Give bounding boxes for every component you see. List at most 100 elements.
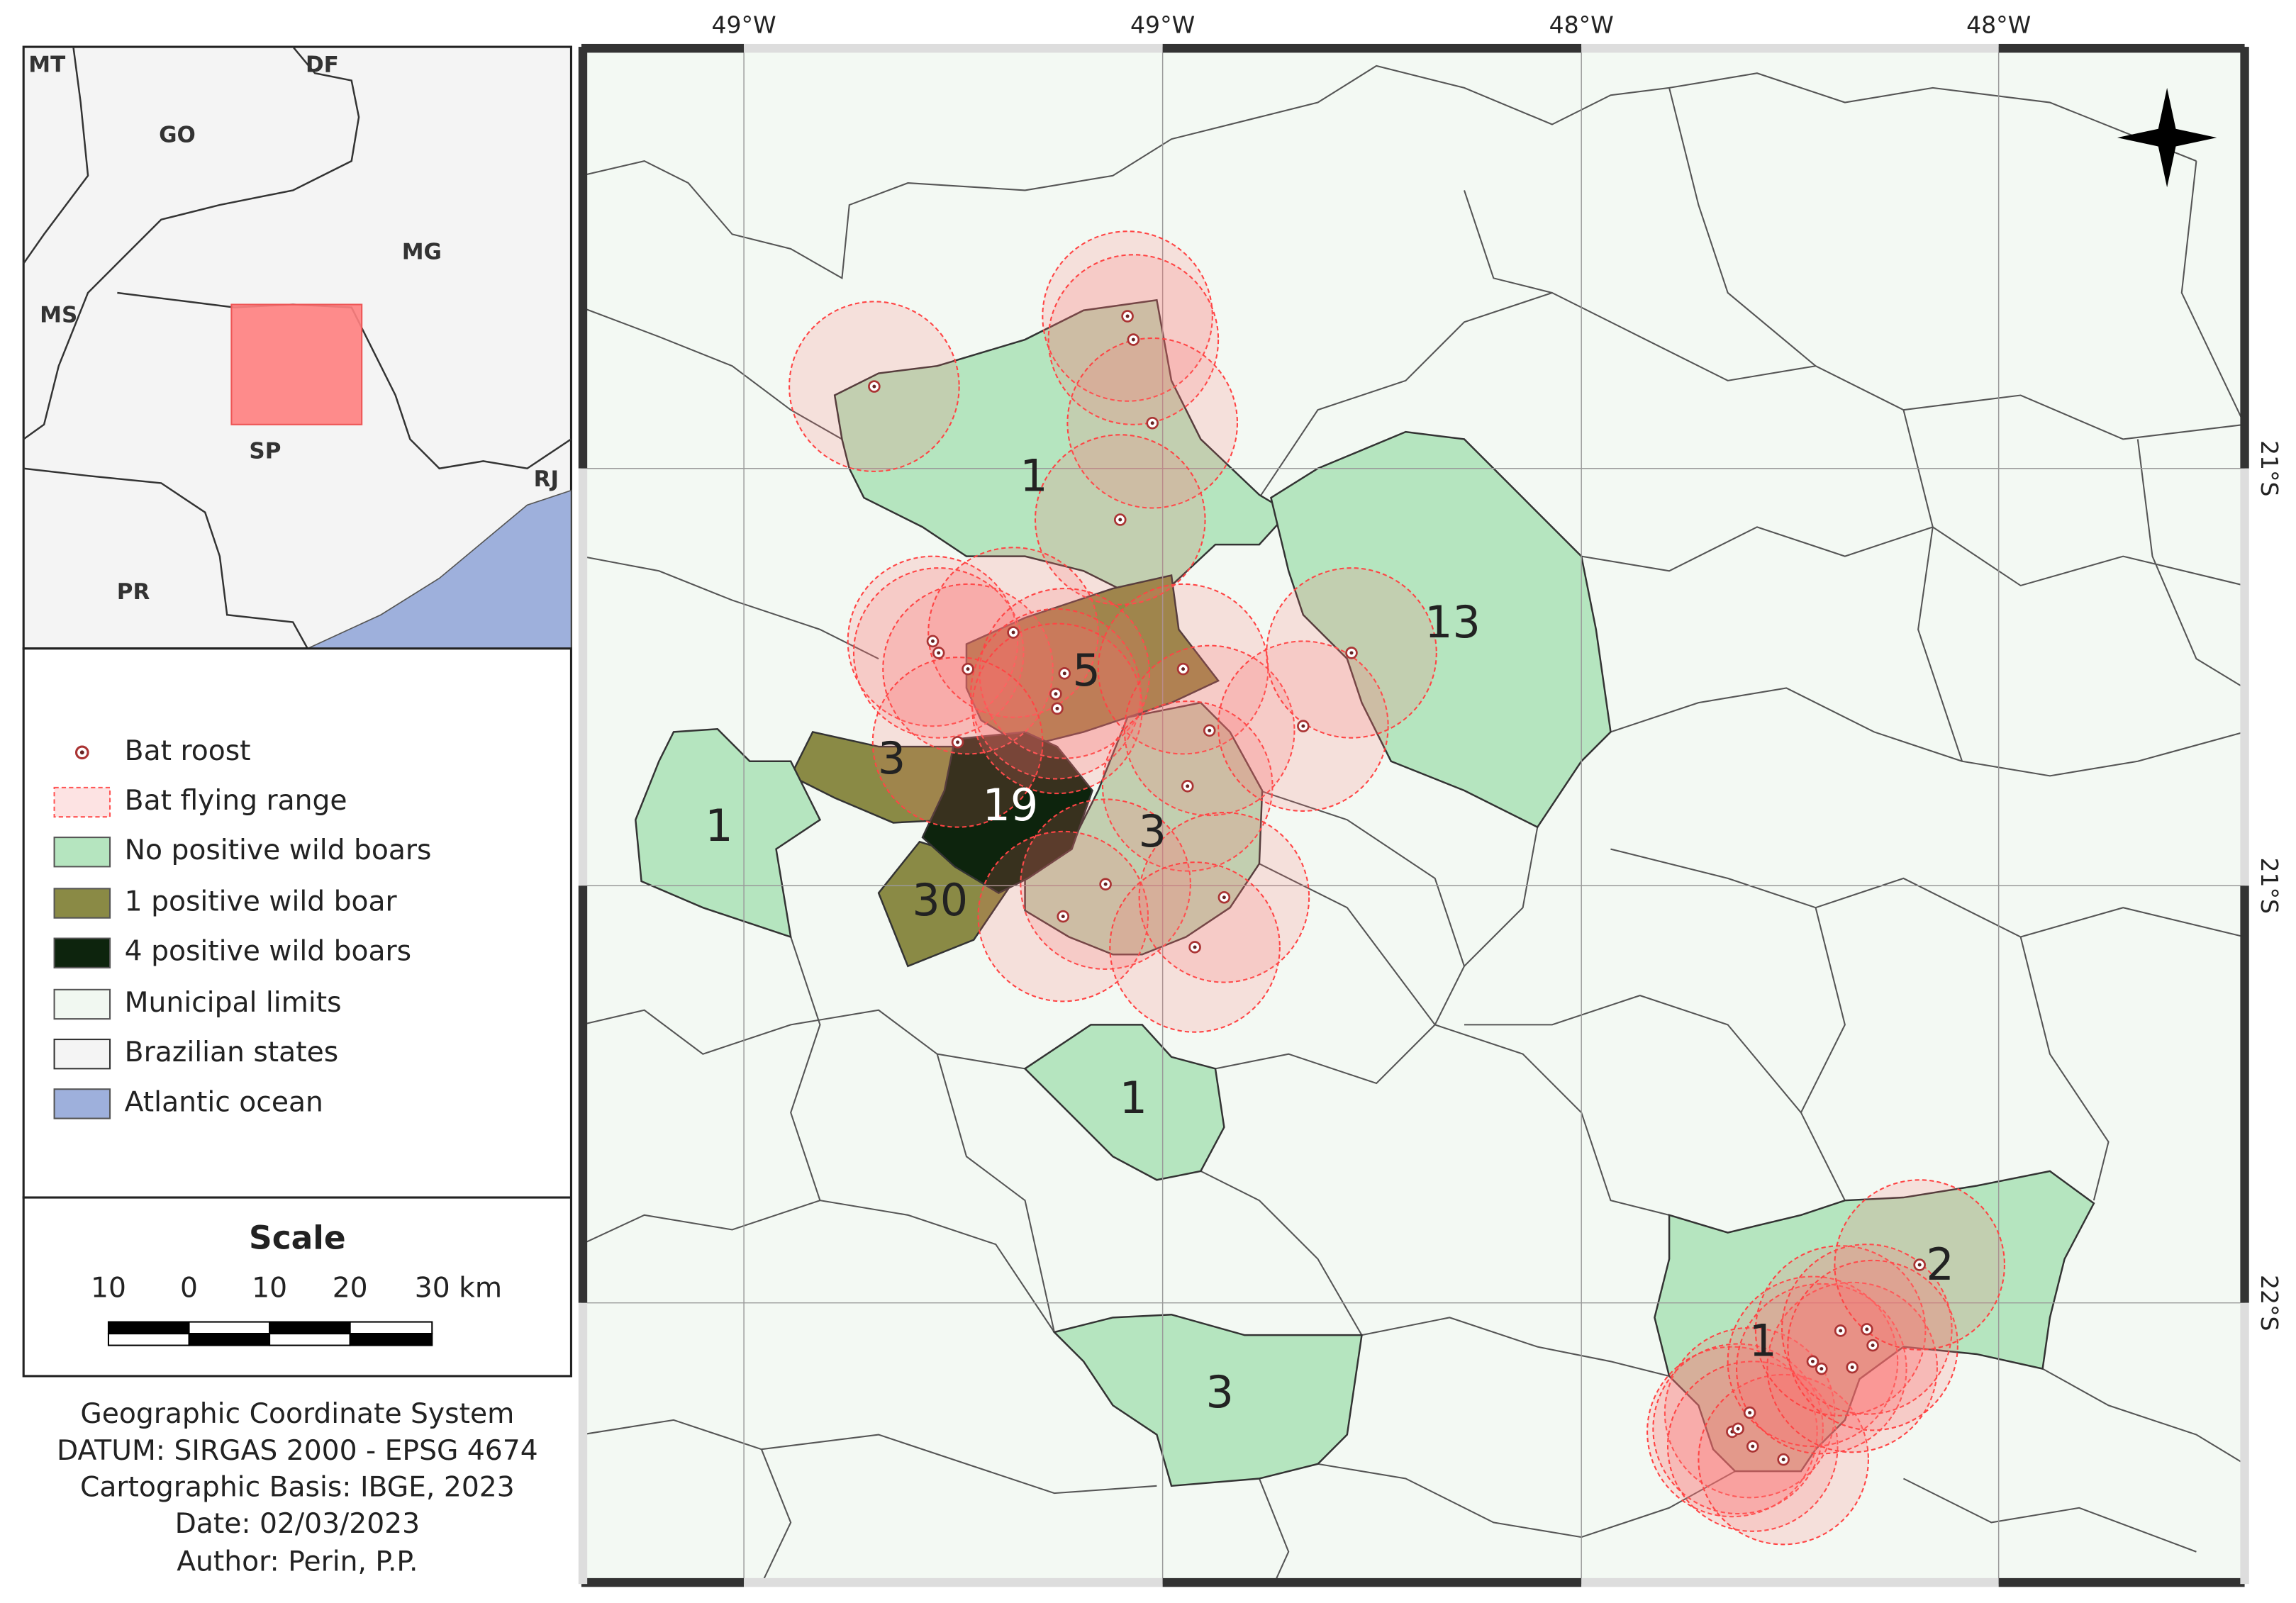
roost-center [1193, 945, 1197, 949]
municipal-limit [581, 65, 2197, 280]
municipal-limit [2019, 937, 2110, 1201]
state-label: MG [402, 240, 442, 265]
legend-frame [22, 647, 573, 1199]
roost-center [1118, 518, 1122, 522]
municipal-limit [1464, 995, 1802, 1113]
frame-segment [1998, 43, 2245, 53]
scale-label: 10 [252, 1273, 287, 1305]
roost-center [872, 384, 876, 389]
count-label: 13 [1425, 597, 1481, 648]
roost-center [937, 651, 941, 655]
scale-title: Scale [249, 1219, 346, 1256]
scale-label: 30 km [415, 1273, 502, 1305]
legend-label: Bat roost [125, 735, 251, 767]
roost-center [1061, 915, 1065, 919]
roost-center [1301, 724, 1305, 728]
roost-center [1781, 1458, 1785, 1462]
count-label: 3 [878, 733, 905, 784]
border [23, 46, 360, 440]
municipality [833, 298, 1291, 594]
legend-label: Brazilian states [125, 1037, 338, 1068]
municipal-limit [1215, 1024, 1436, 1085]
municipalities [635, 298, 2095, 1487]
municipal-limit [1902, 1478, 2197, 1553]
roost-center [1819, 1367, 1824, 1371]
municipal-limits [581, 65, 2246, 1585]
roost-center [1011, 630, 1015, 635]
scale-frame [22, 1196, 573, 1378]
scale-label: 20 [333, 1273, 368, 1305]
frame-segment [1162, 1577, 1582, 1587]
info-line: DATUM: SIRGAS 2000 - EPSG 4674 [57, 1435, 538, 1467]
count-label: 1 [1749, 1316, 1777, 1367]
municipal-limit [1259, 790, 1465, 967]
legend-label: No positive wild boars [125, 834, 432, 866]
municipal-limit [2136, 439, 2246, 689]
state-label: MS [40, 303, 77, 328]
border [23, 467, 308, 649]
roost-center [1748, 1411, 1752, 1415]
municipal-limit [581, 555, 879, 660]
graticule [581, 47, 2245, 1585]
latitude-label: 21°S [2256, 857, 2283, 913]
legend-label: Bat flying range [125, 785, 347, 817]
swatch [53, 937, 111, 968]
frame-segment [1581, 43, 1999, 53]
frame-segment [1162, 43, 1582, 53]
frame-segment [1998, 1577, 2245, 1587]
roost-center [1865, 1327, 1869, 1331]
municipality [1052, 1313, 1363, 1487]
roost-center [1181, 667, 1186, 671]
scale-segment [107, 1333, 190, 1346]
frame-segment [578, 468, 588, 886]
scale-segment [188, 1321, 271, 1335]
frame-segment [2240, 886, 2249, 1303]
frame-segment [581, 43, 745, 53]
municipal-limit [1800, 907, 1846, 1201]
scale-segment [107, 1321, 190, 1335]
longitude-label: 49°W [712, 11, 776, 39]
state-label: PR [117, 579, 150, 605]
latitude-label: 22°S [2256, 1275, 2283, 1331]
count-label: 1 [1120, 1073, 1147, 1124]
state-label: MT [28, 52, 65, 77]
municipal-limit [1464, 190, 1553, 294]
frame-segment [581, 1577, 745, 1587]
border [117, 291, 572, 470]
info-line: Geographic Coordinate System [80, 1398, 514, 1430]
municipality [1654, 1170, 2095, 1473]
municipal-limit [2042, 1368, 2246, 1465]
municipal-limit [1581, 526, 2245, 587]
municipal-limit [2180, 161, 2246, 425]
municipality [1023, 1024, 1225, 1181]
legend-label: Atlantic ocean [125, 1086, 323, 1118]
longitude-label: 48°W [1966, 11, 2031, 39]
roost-center [1871, 1344, 1875, 1348]
roost-center [1222, 895, 1226, 900]
municipal-limit [1317, 1463, 1736, 1538]
municipal-limit [790, 937, 821, 1201]
state-label: RJ [534, 467, 559, 492]
roost-center [1062, 671, 1066, 676]
municipal-limit [1610, 848, 2245, 938]
roost-center [956, 740, 960, 744]
state-borders [23, 46, 572, 649]
municipal-limit [1361, 1317, 1670, 1377]
count-label: 1 [1020, 450, 1047, 501]
roost-center [1917, 1263, 1922, 1267]
scale-box: Scale 10 0 10 20 30 km [22, 1196, 573, 1378]
roost-center [1055, 706, 1059, 710]
municipal-limit [581, 306, 842, 440]
count-label: 3 [1205, 1367, 1233, 1418]
count-label: 3 [1138, 806, 1166, 857]
roost-center [1839, 1329, 1843, 1333]
municipal-limit [581, 1419, 1157, 1495]
roost-center [1810, 1359, 1815, 1363]
roost-center [966, 667, 970, 671]
scale-label: 10 [91, 1273, 126, 1305]
frame-segment [744, 43, 1163, 53]
info-line: Date: 02/03/2023 [175, 1508, 420, 1540]
frame-segment [578, 886, 588, 1303]
info-line: Cartographic Basis: IBGE, 2023 [80, 1471, 515, 1503]
